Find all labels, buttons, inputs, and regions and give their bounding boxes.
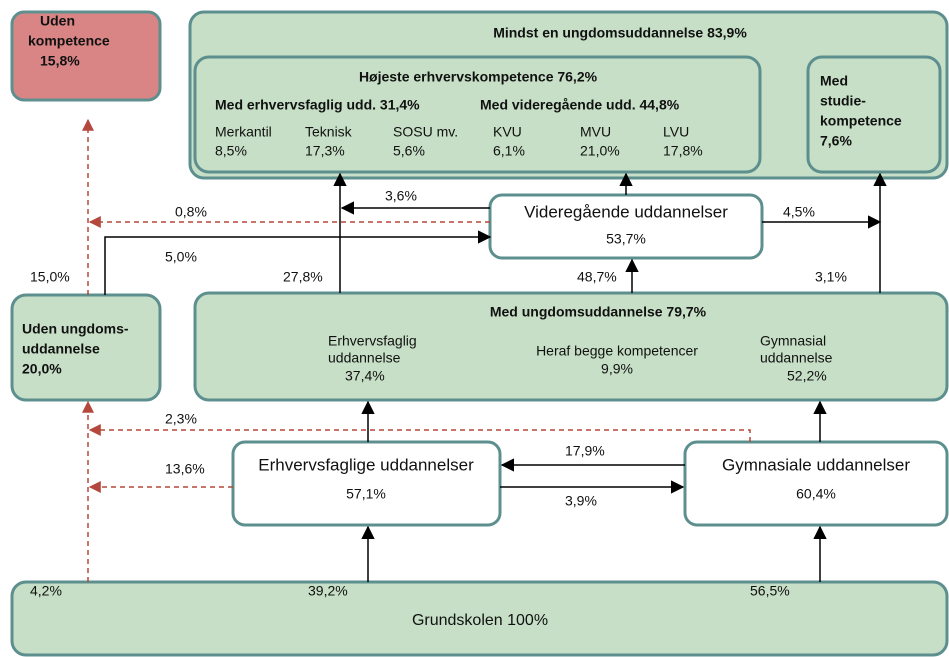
label: 13,6%: [165, 461, 205, 477]
label: 4,5%: [783, 204, 815, 220]
label: kompetence: [28, 33, 110, 49]
label: 4,2%: [30, 583, 62, 599]
label: 5,6%: [393, 143, 425, 159]
label: 15,8%: [40, 53, 80, 69]
texts: Uden kompetence 15,8% Mindst en ungdomsu…: [22, 13, 910, 630]
label: KVU: [493, 124, 522, 140]
label: 0,8%: [175, 204, 207, 220]
label: 6,1%: [493, 143, 525, 159]
label: Med ungdomsuddannelse 79,7%: [490, 304, 707, 320]
label: Mindst en ungdomsuddannelse 83,9%: [493, 25, 747, 41]
label: 53,7%: [606, 231, 646, 247]
label: 17,9%: [565, 443, 605, 459]
box-uden-ungdom: [10, 293, 162, 402]
label: LVU: [663, 124, 689, 140]
label: Gymnasiale uddannelser: [722, 455, 910, 474]
label: Uden: [40, 13, 75, 29]
label: 57,1%: [346, 486, 386, 502]
label: 2,3%: [165, 411, 197, 427]
label: kompetence: [820, 113, 902, 129]
label: uddannelse: [760, 350, 833, 366]
label: 21,0%: [580, 143, 620, 159]
label: 60,4%: [796, 486, 836, 502]
arrow: [104, 230, 492, 295]
label: 3,6%: [385, 188, 417, 204]
boxes: [10, 10, 949, 657]
arrow: [88, 424, 751, 442]
label: Teknisk: [305, 124, 353, 140]
label: Videregående uddannelser: [524, 202, 728, 221]
label: Merkantil: [215, 124, 272, 140]
label: uddannelse: [328, 350, 401, 366]
label: 5,0%: [165, 249, 197, 265]
label: 20,0%: [22, 361, 62, 377]
box-studie: [806, 55, 942, 174]
box-uden-kompetence: [10, 10, 162, 102]
box-med-ungdom: [193, 291, 949, 402]
label: Heraf begge kompetencer: [536, 343, 698, 359]
label: 3,1%: [815, 269, 847, 285]
label: 3,9%: [565, 493, 597, 509]
label: 52,2%: [787, 368, 827, 384]
label: Med videregående udd. 44,8%: [480, 97, 680, 113]
label: Med: [820, 73, 848, 89]
label: 37,4%: [345, 368, 385, 384]
label: 56,5%: [750, 583, 790, 599]
label: 17,8%: [663, 143, 703, 159]
label: 17,3%: [305, 143, 345, 159]
label: Erhvervsfaglig: [328, 333, 417, 349]
label: studie-: [820, 93, 866, 109]
label: 48,7%: [577, 269, 617, 285]
label: Gymnasial: [760, 333, 826, 349]
box-grundskolen: [10, 580, 949, 657]
label: Uden ungdoms-: [22, 321, 129, 337]
label: Med erhvervsfaglig udd. 31,4%: [215, 97, 420, 113]
label: Erhvervsfaglige uddannelser: [258, 455, 474, 474]
label: SOSU mv.: [393, 124, 458, 140]
label: Højeste erhvervskompetence 76,2%: [359, 69, 598, 85]
label: 7,6%: [820, 133, 852, 149]
label: 15,0%: [30, 269, 70, 285]
box-gymnasiale: [683, 440, 949, 527]
label: uddannelse: [22, 341, 100, 357]
box-erhvervsfaglige: [231, 440, 502, 527]
label: MVU: [580, 124, 611, 140]
label: Grundskolen 100%: [412, 612, 548, 629]
box-hoejeste: [193, 55, 762, 174]
arrows: [82, 118, 887, 582]
label: 39,2%: [308, 583, 348, 599]
label: 8,5%: [215, 143, 247, 159]
label: 9,9%: [601, 361, 633, 377]
label: 27,8%: [283, 269, 323, 285]
